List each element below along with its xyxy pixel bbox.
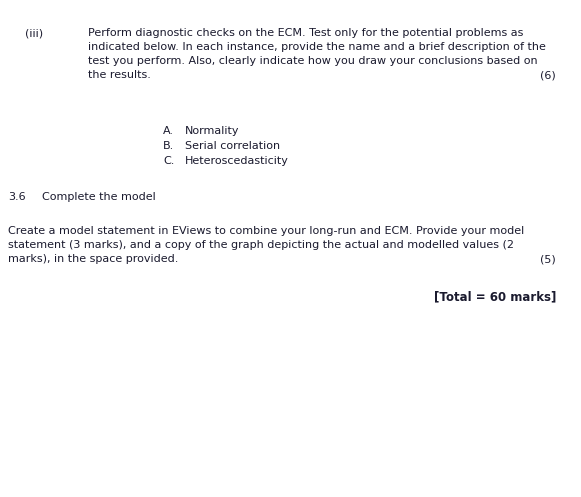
Text: Complete the model: Complete the model [42, 192, 156, 202]
Text: C.: C. [163, 156, 174, 166]
Text: Heteroscedasticity: Heteroscedasticity [185, 156, 289, 166]
Text: Serial correlation: Serial correlation [185, 141, 280, 151]
Text: [Total = 60 marks]: [Total = 60 marks] [433, 290, 556, 303]
Text: A.: A. [163, 126, 174, 136]
Text: (6): (6) [540, 70, 556, 80]
Text: Create a model statement in EViews to combine your long-run and ECM. Provide you: Create a model statement in EViews to co… [8, 226, 524, 236]
Text: B.: B. [163, 141, 174, 151]
Text: test you perform. Also, clearly indicate how you draw your conclusions based on: test you perform. Also, clearly indicate… [88, 56, 537, 66]
Text: statement (3 marks), and a copy of the graph depicting the actual and modelled v: statement (3 marks), and a copy of the g… [8, 240, 514, 250]
Text: 3.6: 3.6 [8, 192, 26, 202]
Text: Perform diagnostic checks on the ECM. Test only for the potential problems as: Perform diagnostic checks on the ECM. Te… [88, 28, 523, 38]
Text: (iii): (iii) [25, 28, 43, 38]
Text: marks), in the space provided.: marks), in the space provided. [8, 254, 178, 264]
Text: (5): (5) [540, 254, 556, 264]
Text: Normality: Normality [185, 126, 239, 136]
Text: the results.: the results. [88, 70, 151, 80]
Text: indicated below. In each instance, provide the name and a brief description of t: indicated below. In each instance, provi… [88, 42, 546, 52]
